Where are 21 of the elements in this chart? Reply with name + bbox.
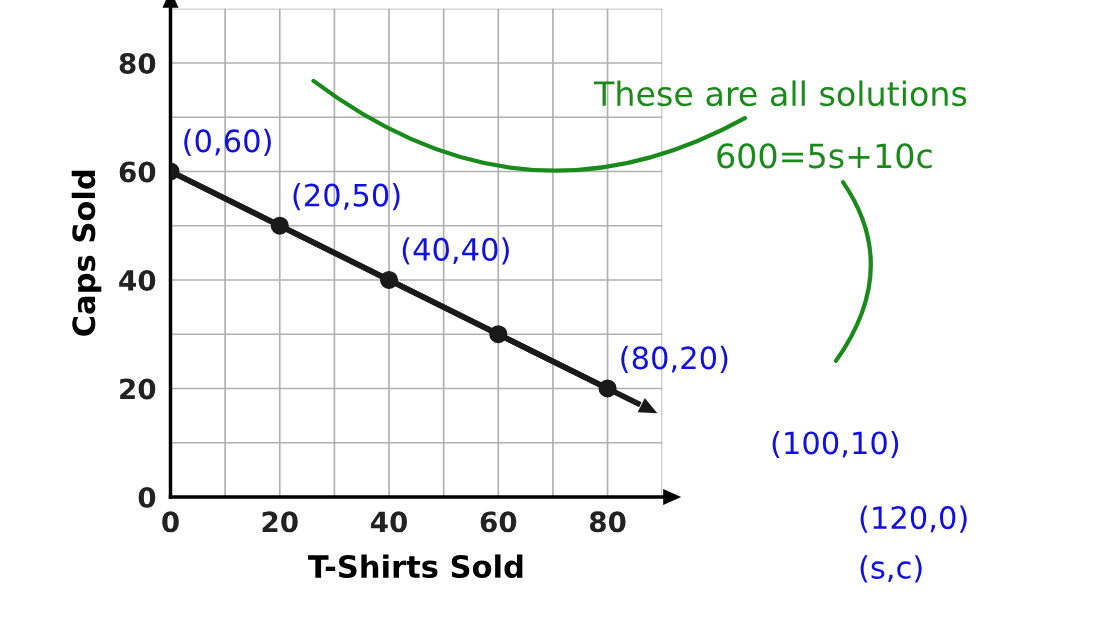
text: (100,10) [772,430,899,459]
text: 600=5s+10c [717,143,932,169]
y-axis-title: Caps Sold [71,170,102,336]
y-tick-label: 20 [120,378,156,400]
x-tick-label: 0 [162,511,179,533]
x-tick-label: 60 [480,511,517,533]
x-axis-title: T-Shirts Sold [307,554,523,579]
text: (120,0) [860,505,967,533]
y-tick-label: 60 [119,161,156,183]
y-tick-label: 0 [138,486,156,508]
annotation: (0,60) [184,128,271,157]
annotation: These are all solutions [593,80,967,107]
x-tick-label: 40 [370,511,408,533]
y-tick-label: 80 [119,52,156,74]
annotation: (40,40) [402,237,509,265]
annotation: (20,50) [293,183,400,211]
x-tick-label: 80 [589,511,626,533]
annotation: (80,20) [621,345,728,374]
x-tick-label: 20 [262,511,298,533]
text: (s,c) [860,555,922,583]
y-tick-label: 40 [119,269,156,291]
